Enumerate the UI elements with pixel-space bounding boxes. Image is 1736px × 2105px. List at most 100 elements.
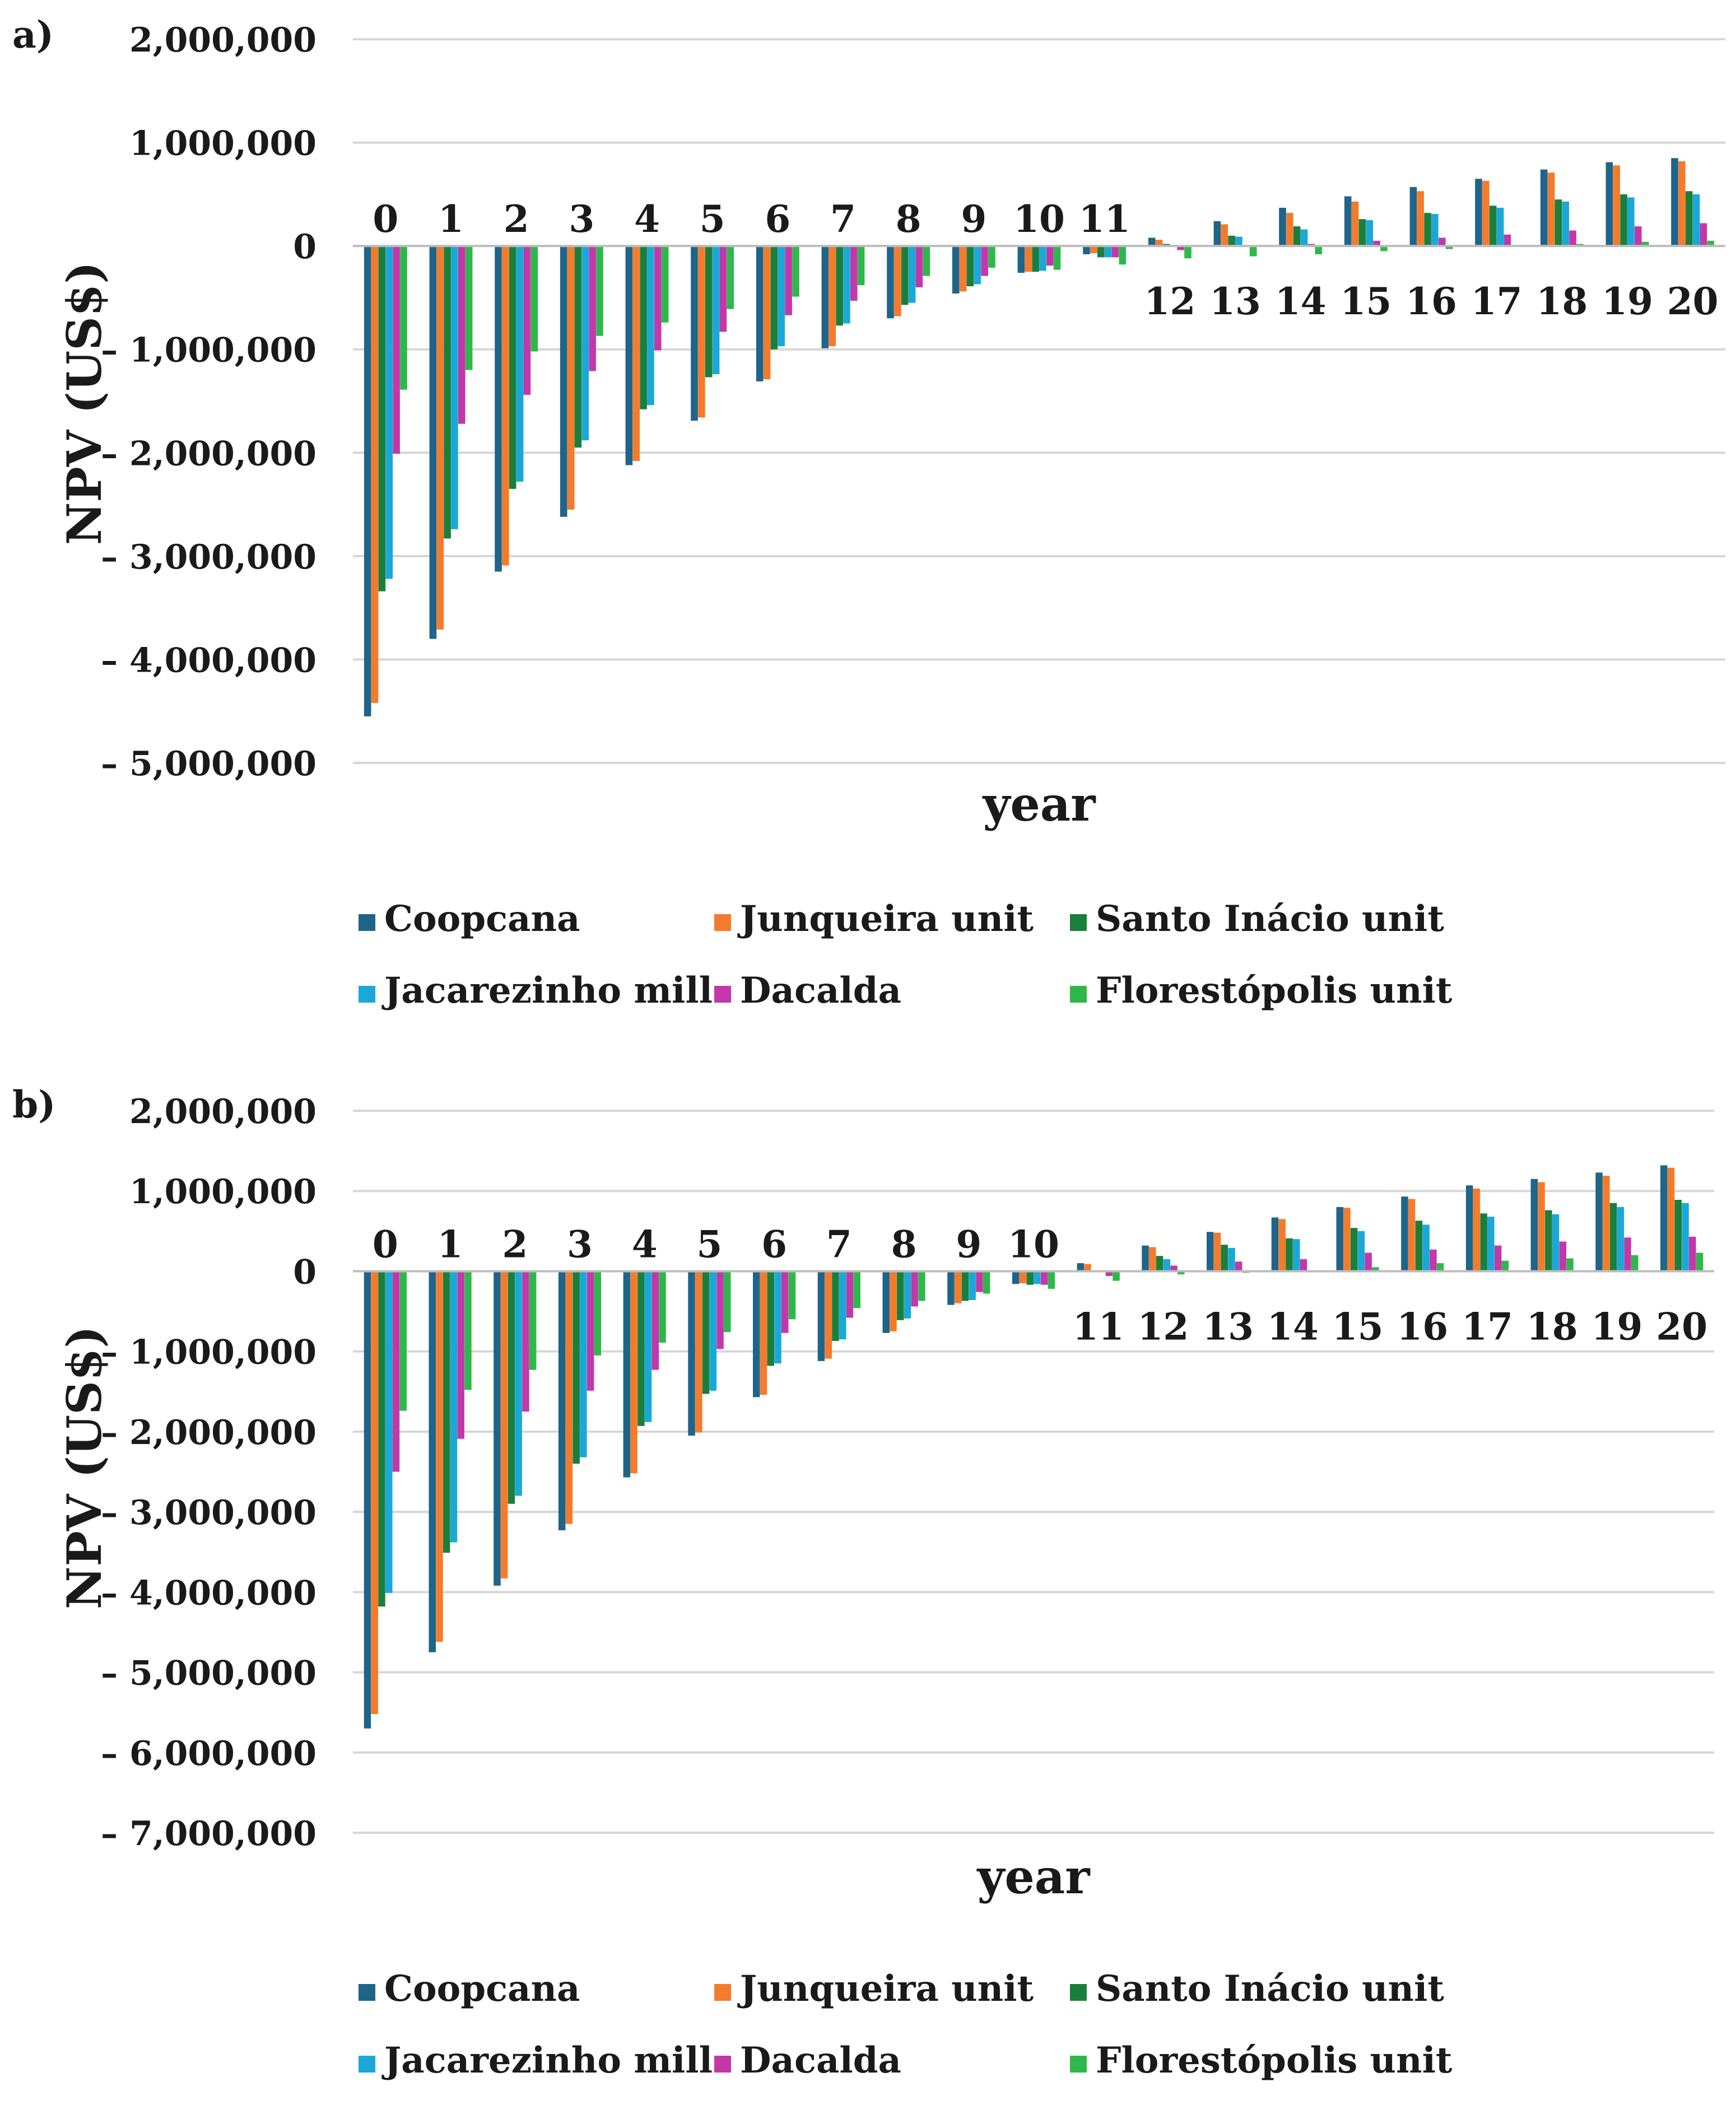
- x-category-label: 11: [1079, 197, 1130, 241]
- bar-santo-in-cio-unit-17: [1480, 1213, 1487, 1272]
- bar-junqueira-unit-11: [1090, 246, 1097, 253]
- bar-florest-polis-unit-10: [1048, 1271, 1055, 1289]
- bar-santo-in-cio-unit-15: [1350, 1228, 1358, 1272]
- x-category-label: 17: [1462, 1305, 1513, 1348]
- bar-dacalda-2: [522, 1271, 529, 1412]
- bar-junqueira-unit-2: [500, 1271, 508, 1578]
- bar-florest-polis-unit-17: [1501, 1260, 1509, 1272]
- bar-jacarezinho-mill-9: [974, 246, 981, 285]
- bar-coopcana-5: [691, 246, 698, 421]
- bar-florest-polis-unit-18: [1566, 1258, 1574, 1272]
- y-tick-label: 2,000,000: [129, 1092, 317, 1131]
- bar-junqueira-unit-9: [959, 246, 967, 292]
- y-tick-label: 0: [293, 227, 317, 267]
- y-axis-title: NPV (US$): [57, 1326, 112, 1609]
- bar-florest-polis-unit-0: [400, 246, 407, 390]
- bar-jacarezinho-mill-19: [1627, 197, 1635, 246]
- bar-dacalda-20: [1689, 1236, 1696, 1272]
- bar-florest-polis-unit-11: [1113, 1271, 1120, 1281]
- legend-label: Coopcana: [384, 898, 580, 940]
- bar-dacalda-4: [654, 246, 662, 351]
- bar-dacalda-19: [1624, 1237, 1631, 1272]
- bar-santo-in-cio-unit-2: [509, 246, 516, 489]
- bar-junqueira-unit-14: [1286, 213, 1293, 246]
- bar-coopcana-14: [1279, 207, 1286, 246]
- bar-jacarezinho-mill-20: [1682, 1203, 1689, 1272]
- bar-jacarezinho-mill-5: [709, 1271, 717, 1391]
- x-category-label: 14: [1267, 1305, 1319, 1348]
- bar-junqueira-unit-5: [695, 1271, 702, 1433]
- bar-santo-in-cio-unit-10: [1026, 1271, 1034, 1285]
- bar-dacalda-13: [1235, 1261, 1242, 1272]
- bar-junqueira-unit-12: [1149, 1247, 1156, 1272]
- bar-jacarezinho-mill-15: [1357, 1231, 1365, 1272]
- x-category-label: 6: [761, 1222, 787, 1266]
- bar-coopcana-1: [429, 1271, 436, 1652]
- bar-santo-in-cio-unit-20: [1685, 191, 1693, 246]
- bar-junqueira-unit-20: [1678, 161, 1686, 246]
- bar-dacalda-19: [1635, 226, 1642, 246]
- bar-junqueira-unit-1: [436, 1271, 443, 1642]
- bar-jacarezinho-mill-16: [1422, 1224, 1430, 1272]
- bar-dacalda-11: [1111, 246, 1119, 258]
- bar-santo-in-cio-unit-10: [1032, 246, 1039, 272]
- bar-jacarezinho-mill-14: [1300, 229, 1308, 246]
- legend-swatch: [1070, 1984, 1087, 2001]
- x-category-label: 7: [830, 197, 856, 241]
- bar-coopcana-6: [753, 1271, 760, 1398]
- bar-dacalda-7: [846, 1271, 854, 1318]
- bar-coopcana-8: [882, 1271, 890, 1333]
- bar-junqueira-unit-16: [1408, 1199, 1416, 1272]
- bar-santo-in-cio-unit-8: [896, 1271, 904, 1320]
- x-category-label: 7: [826, 1222, 852, 1266]
- x-category-label: 0: [373, 197, 398, 241]
- bar-dacalda-9: [981, 246, 988, 276]
- bar-dacalda-15: [1365, 1252, 1372, 1272]
- bar-coopcana-15: [1344, 196, 1352, 246]
- bar-jacarezinho-mill-19: [1617, 1207, 1625, 1272]
- y-tick-label: – 4,000,000: [101, 1573, 317, 1613]
- bar-jacarezinho-mill-7: [843, 246, 850, 324]
- y-axis-title: NPV (US$): [57, 262, 112, 545]
- bar-dacalda-0: [392, 1271, 400, 1472]
- legend-label: Junqueira unit: [737, 1968, 1034, 2010]
- bar-coopcana-9: [947, 1271, 955, 1305]
- bar-santo-in-cio-unit-7: [832, 1271, 839, 1341]
- bar-coopcana-1: [429, 246, 437, 639]
- bar-junqueira-unit-18: [1538, 1182, 1545, 1272]
- x-category-label: 10: [1008, 1222, 1059, 1266]
- bar-junqueira-unit-2: [502, 246, 509, 566]
- bar-coopcana-0: [364, 246, 371, 716]
- panel-label: b): [12, 1083, 55, 1126]
- bar-santo-in-cio-unit-3: [573, 1271, 580, 1464]
- x-category-label: 8: [891, 1222, 917, 1266]
- x-category-label: 9: [956, 1222, 981, 1266]
- x-category-label: 16: [1405, 280, 1457, 323]
- legend: Coopcana Junqueira unit Santo Inácio unit J…: [359, 898, 1453, 1012]
- x-category-label: 4: [634, 197, 660, 241]
- bar-coopcana-10: [1012, 1271, 1020, 1284]
- bar-junqueira-unit-4: [630, 1271, 637, 1474]
- bar-jacarezinho-mill-5: [712, 246, 720, 374]
- bar-jacarezinho-mill-1: [451, 246, 458, 529]
- x-category-label: 0: [373, 1222, 398, 1266]
- bar-santo-in-cio-unit-12: [1156, 1256, 1163, 1272]
- x-category-label: 8: [896, 197, 921, 241]
- bar-santo-in-cio-unit-14: [1286, 1238, 1293, 1272]
- bar-jacarezinho-mill-16: [1431, 213, 1439, 246]
- bar-coopcana-19: [1605, 162, 1613, 246]
- bar-florest-polis-unit-15: [1372, 1267, 1379, 1272]
- bar-coopcana-19: [1595, 1172, 1603, 1272]
- y-tick-label: 0: [293, 1252, 317, 1292]
- bar-junqueira-unit-3: [565, 1271, 573, 1524]
- bar-santo-in-cio-unit-2: [508, 1271, 515, 1504]
- y-tick-label: – 2,000,000: [101, 1413, 317, 1452]
- chart-panel-b: b) 2,000,000 1,000,000 0 – 1,000,000 – 2,000,…: [12, 1083, 1714, 2081]
- bar-coopcana-7: [821, 246, 829, 348]
- x-category-label: 1: [438, 197, 464, 241]
- bar-florest-polis-unit-13: [1249, 246, 1257, 257]
- x-category-label: 10: [1013, 197, 1065, 241]
- bar-coopcana-4: [623, 1271, 631, 1478]
- x-category-label: 16: [1397, 1305, 1448, 1348]
- legend-swatch: [359, 986, 375, 1003]
